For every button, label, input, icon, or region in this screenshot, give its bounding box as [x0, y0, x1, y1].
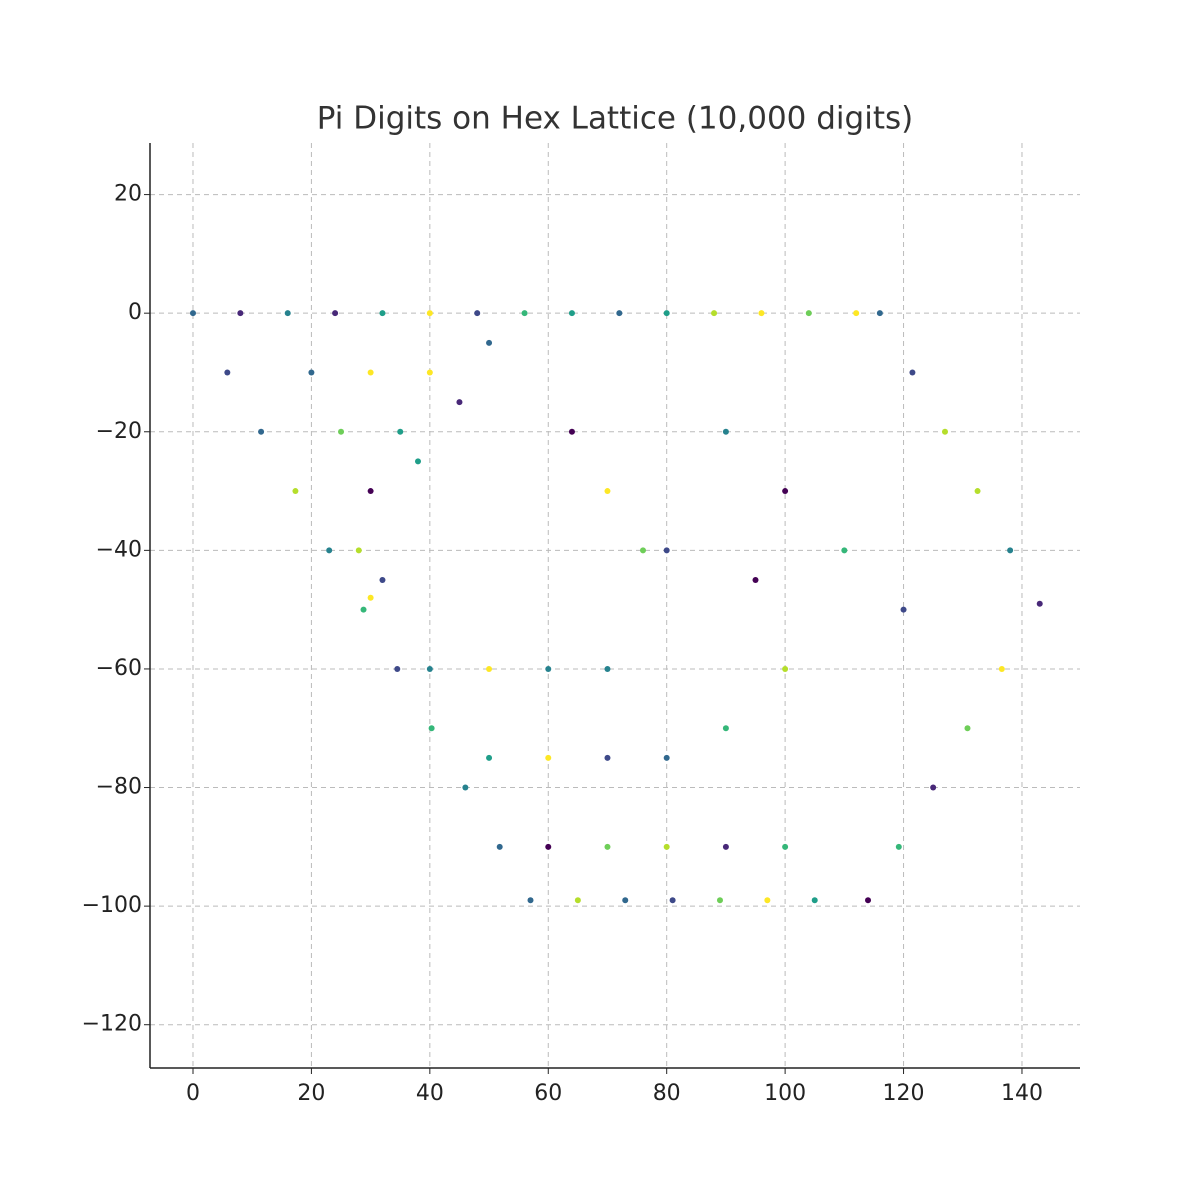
point: [1007, 547, 1014, 554]
x-tick-label: 60: [534, 1081, 562, 1106]
point: [722, 843, 729, 850]
point: [616, 310, 623, 317]
point: [568, 310, 575, 317]
point: [367, 488, 374, 495]
point: [568, 428, 575, 435]
point: [426, 369, 433, 376]
point: [853, 310, 860, 317]
point: [462, 784, 469, 791]
x-tick-label: 80: [653, 1081, 681, 1106]
point: [414, 458, 421, 465]
point: [397, 428, 404, 435]
x-tick-label: 0: [186, 1081, 200, 1106]
point: [486, 339, 493, 346]
point: [876, 310, 883, 317]
point: [604, 488, 611, 495]
point: [426, 310, 433, 317]
point: [782, 665, 789, 672]
point: [284, 310, 291, 317]
point: [782, 488, 789, 495]
y-tick-label: 20: [114, 182, 142, 207]
point: [758, 310, 765, 317]
y-tick-label: −60: [96, 656, 142, 681]
point: [237, 310, 244, 317]
point: [292, 488, 299, 495]
point: [764, 897, 771, 904]
point: [360, 606, 367, 613]
point: [722, 725, 729, 732]
point: [782, 843, 789, 850]
x-tick-label: 40: [416, 1081, 444, 1106]
point: [805, 310, 812, 317]
point: [355, 547, 362, 554]
x-tick-label: 20: [297, 1081, 325, 1106]
point: [663, 754, 670, 761]
point: [752, 577, 759, 584]
point: [367, 369, 374, 376]
point: [428, 725, 435, 732]
point: [663, 310, 670, 317]
point: [545, 665, 552, 672]
point: [604, 665, 611, 672]
y-tick-label: 0: [128, 300, 142, 325]
point: [189, 310, 196, 317]
point: [367, 594, 374, 601]
point: [909, 369, 916, 376]
point: [930, 784, 937, 791]
point: [663, 547, 670, 554]
point: [841, 547, 848, 554]
point: [811, 897, 818, 904]
x-tick-label: 100: [764, 1081, 806, 1106]
point: [326, 547, 333, 554]
point: [604, 754, 611, 761]
point: [974, 488, 981, 495]
point: [895, 843, 902, 850]
point: [865, 897, 872, 904]
point: [622, 897, 629, 904]
point: [998, 665, 1005, 672]
y-tick-label: −20: [96, 419, 142, 444]
point: [456, 399, 463, 406]
point: [716, 897, 723, 904]
point: [426, 665, 433, 672]
point: [1036, 600, 1043, 607]
x-tick-label: 120: [883, 1081, 925, 1106]
x-tick-label: 140: [1001, 1081, 1043, 1106]
y-tick-label: −120: [82, 1012, 142, 1037]
point: [486, 754, 493, 761]
point: [308, 369, 315, 376]
point: [379, 310, 386, 317]
point: [711, 310, 718, 317]
point: [900, 606, 907, 613]
chart-title: Pi Digits on Hex Lattice (10,000 digits): [317, 101, 913, 137]
point: [545, 843, 552, 850]
y-tick-label: −40: [96, 537, 142, 562]
point: [545, 754, 552, 761]
point: [394, 665, 401, 672]
point: [527, 897, 534, 904]
point: [224, 369, 231, 376]
point: [332, 310, 339, 317]
point: [338, 428, 345, 435]
point: [486, 665, 493, 672]
y-tick-label: −80: [96, 775, 142, 800]
point: [941, 428, 948, 435]
point: [521, 310, 528, 317]
point: [574, 897, 581, 904]
point: [722, 428, 729, 435]
y-tick-label: −100: [82, 893, 142, 918]
point: [640, 547, 647, 554]
point: [379, 577, 386, 584]
point: [964, 725, 971, 732]
point: [604, 843, 611, 850]
point: [258, 428, 265, 435]
point: [496, 843, 503, 850]
point: [474, 310, 481, 317]
point: [663, 843, 670, 850]
point: [669, 897, 676, 904]
